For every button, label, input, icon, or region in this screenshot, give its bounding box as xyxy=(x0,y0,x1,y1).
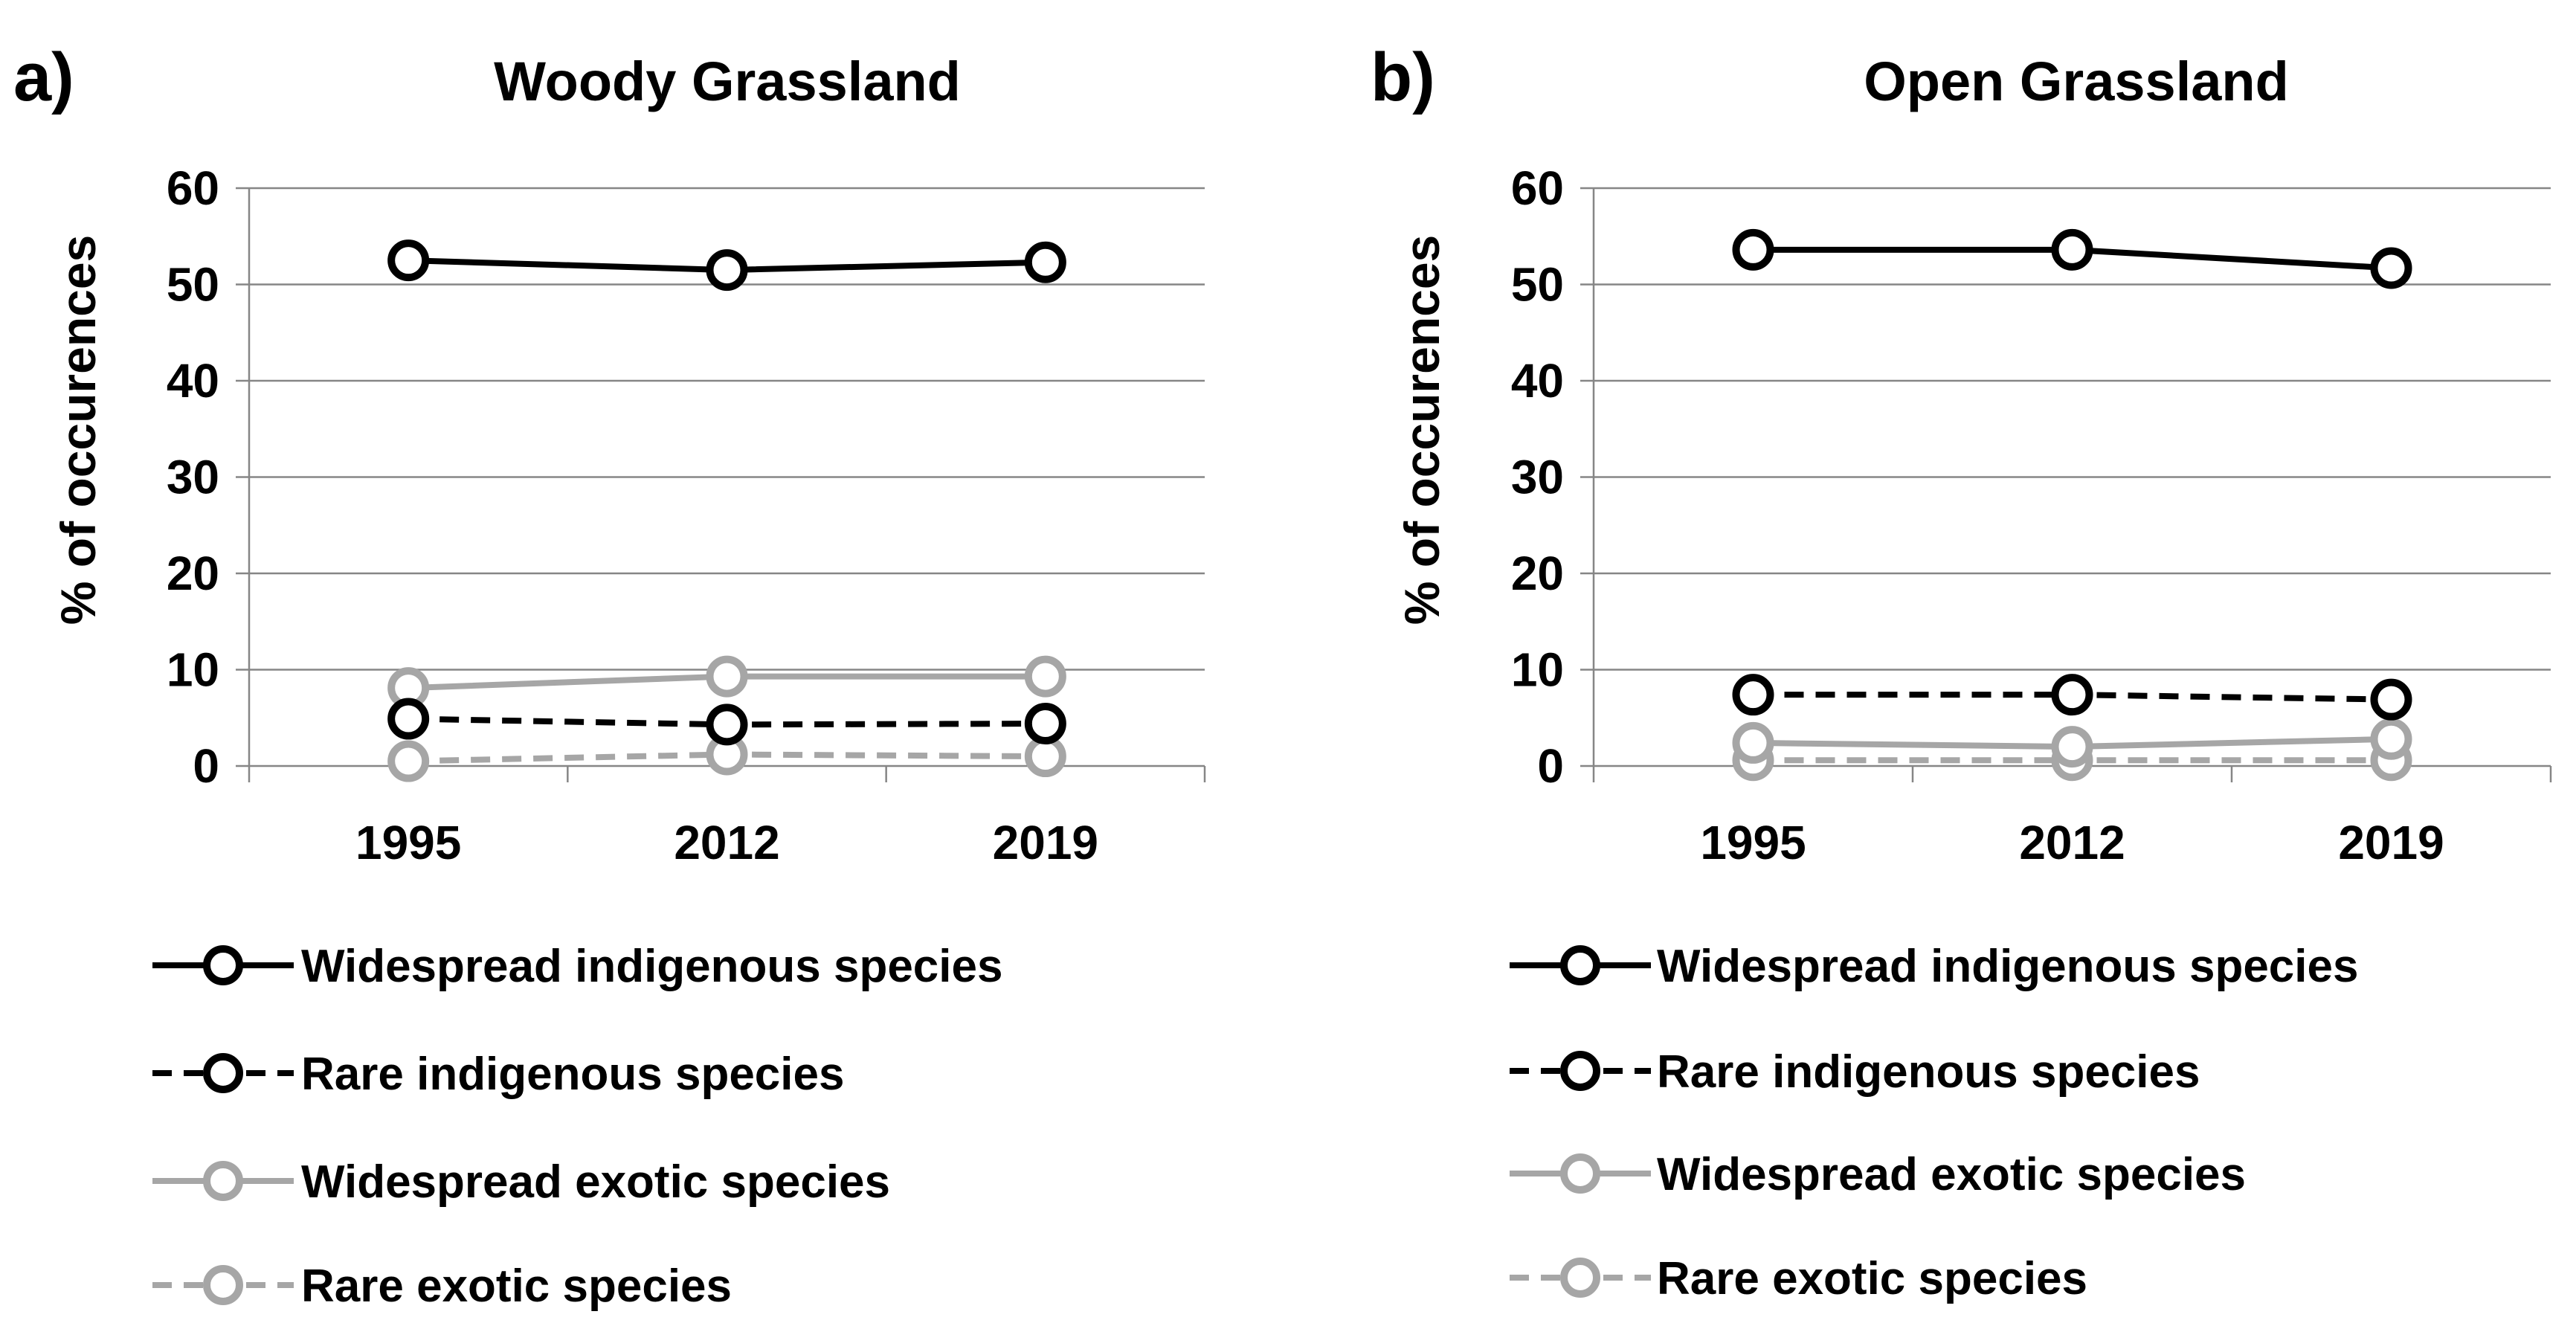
legend-label: Rare exotic species xyxy=(301,1261,732,1312)
y-tick-label: 30 xyxy=(167,451,219,504)
series-widespread-exotic-species xyxy=(387,655,1066,709)
y-tick-label: 0 xyxy=(1537,739,1564,793)
chart-title-a: Woody Grassland xyxy=(494,51,961,112)
data-point xyxy=(387,239,430,282)
woody-grassland-chart: a) Woody Grassland % of occurences 0 10 20… xyxy=(13,39,1206,1312)
data-point xyxy=(706,655,748,698)
legend-entry: Rare indigenous species xyxy=(1510,1046,2200,1098)
data-point xyxy=(706,704,748,746)
legend-entry: Rare exotic species xyxy=(1510,1253,2087,1304)
data-point xyxy=(387,698,430,740)
y-tick-label: 20 xyxy=(167,547,219,600)
legend-entry: Widespread indigenous species xyxy=(1510,941,2358,992)
y-tick-label: 60 xyxy=(1511,161,1564,215)
panel-letter-b: b) xyxy=(1371,39,1435,115)
x-tick-label: 2012 xyxy=(2019,816,2125,869)
data-point xyxy=(1732,674,1774,716)
legend-label: Widespread exotic species xyxy=(1657,1149,2246,1200)
legend-label: Widespread indigenous species xyxy=(301,941,1002,992)
legend-entry: Widespread indigenous species xyxy=(152,941,1002,992)
y-tick-label: 10 xyxy=(167,643,219,697)
x-tick-label: 1995 xyxy=(355,816,461,869)
panel-letter-a: a) xyxy=(13,39,74,115)
y-tick-label: 50 xyxy=(167,258,219,312)
data-point xyxy=(2370,247,2412,289)
x-tick-label: 2012 xyxy=(674,816,779,869)
series-rare-exotic-species xyxy=(387,733,1066,782)
x-tick-label: 1995 xyxy=(1700,816,1806,869)
open-grassland-chart: b) Open Grassland % of occurences 0 10 20 3… xyxy=(1371,39,2552,1304)
y-tick-label: 20 xyxy=(1511,547,1564,600)
legend-swatch-marker xyxy=(1560,945,1600,985)
y-tick-label: 60 xyxy=(167,161,219,215)
legend-entry: Rare exotic species xyxy=(152,1261,732,1312)
legend-label: Rare indigenous species xyxy=(301,1049,844,1100)
legend-swatch-marker xyxy=(1560,1258,1600,1298)
data-point xyxy=(387,740,430,782)
legend-label: Rare exotic species xyxy=(1657,1253,2087,1304)
series-rare-indigenous-species xyxy=(1732,674,2412,721)
data-point xyxy=(1024,241,1066,283)
legend-swatch-marker xyxy=(203,1161,243,1201)
data-point xyxy=(1024,655,1066,698)
data-point xyxy=(706,249,748,292)
legend-entry: Widespread exotic species xyxy=(1510,1149,2246,1200)
series-rare-indigenous-species xyxy=(387,698,1066,746)
y-axis-label-b: % of occurences xyxy=(1394,235,1449,625)
data-point xyxy=(1732,721,1774,764)
data-point xyxy=(2370,718,2412,760)
legend-label: Widespread exotic species xyxy=(301,1156,890,1208)
series-widespread-exotic-species xyxy=(1732,718,2412,768)
series-widespread-indigenous-species xyxy=(387,239,1066,292)
legend-swatch-marker xyxy=(1560,1051,1600,1091)
legend-entry: Widespread exotic species xyxy=(152,1156,890,1208)
chart-title-b: Open Grassland xyxy=(1864,51,2289,112)
legend-label: Rare indigenous species xyxy=(1657,1046,2200,1098)
data-point xyxy=(1732,228,1774,271)
series-widespread-indigenous-species xyxy=(1732,228,2412,289)
y-axis-label-a: % of occurences xyxy=(51,235,106,625)
data-point xyxy=(2051,228,2093,271)
legend-swatch-marker xyxy=(203,1053,243,1093)
y-tick-label: 10 xyxy=(1511,643,1564,697)
legend-label: Widespread indigenous species xyxy=(1657,941,2358,992)
data-point xyxy=(1024,703,1066,745)
y-tick-label: 50 xyxy=(1511,258,1564,312)
data-point xyxy=(2370,678,2412,721)
y-tick-label: 40 xyxy=(167,354,219,408)
x-tick-label: 2019 xyxy=(993,816,1098,869)
legend-swatch-marker xyxy=(1560,1153,1600,1194)
legend-swatch-marker xyxy=(203,945,243,985)
legend-entry: Rare indigenous species xyxy=(152,1049,844,1100)
y-tick-label: 40 xyxy=(1511,354,1564,408)
legend-swatch-marker xyxy=(203,1265,243,1305)
data-point xyxy=(2051,726,2093,768)
x-tick-label: 2019 xyxy=(2338,816,2444,869)
y-tick-label: 30 xyxy=(1511,451,1564,504)
y-tick-label: 0 xyxy=(193,739,219,793)
data-point xyxy=(2051,674,2093,716)
